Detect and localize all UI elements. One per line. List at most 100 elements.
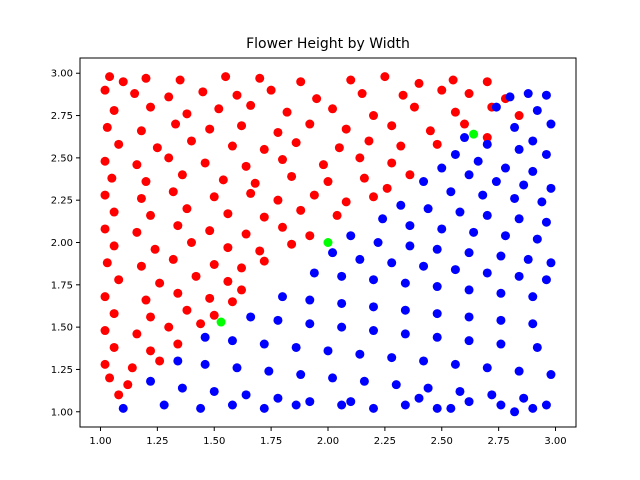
scatter-point: [432, 244, 442, 254]
scatter-point: [528, 319, 538, 329]
scatter-point: [482, 363, 492, 373]
scatter-point: [105, 72, 115, 82]
scatter-point: [232, 90, 242, 100]
scatter-point: [382, 183, 392, 193]
scatter-points: [100, 72, 556, 417]
scatter-point: [173, 221, 183, 231]
scatter-point: [369, 403, 378, 413]
scatter-point: [246, 188, 256, 198]
scatter-point: [150, 244, 160, 254]
scatter-point: [232, 363, 242, 373]
scatter-point: [136, 126, 146, 136]
scatter-point: [205, 293, 215, 303]
scatter-point: [391, 380, 401, 390]
scatter-point: [273, 195, 283, 205]
scatter-point: [164, 92, 174, 102]
scatter-point: [514, 271, 524, 281]
scatter-point: [328, 373, 338, 383]
scatter-point: [400, 329, 410, 339]
scatter-point: [146, 102, 156, 112]
scatter-point: [328, 248, 338, 258]
scatter-point: [378, 214, 388, 224]
scatter-point: [519, 393, 529, 403]
scatter-point: [337, 271, 347, 281]
scatter-point: [541, 275, 551, 285]
scatter-point: [541, 217, 551, 227]
scatter-point: [519, 180, 529, 190]
scatter-point: [173, 288, 183, 298]
scatter-point: [496, 288, 506, 298]
scatter-point: [482, 77, 492, 87]
scatter-point: [414, 78, 424, 88]
scatter-point: [341, 197, 351, 207]
scatter-point: [191, 271, 201, 281]
y-tick-label: 3.00: [51, 69, 73, 80]
scatter-point: [419, 356, 429, 366]
y-tick-label: 2.50: [51, 153, 73, 164]
scatter-point: [419, 261, 429, 271]
scatter-point: [473, 156, 483, 166]
scatter-point: [514, 366, 524, 376]
scatter-point: [107, 173, 117, 183]
x-tick-label: 2.75: [488, 436, 510, 447]
x-tick-label: 1.50: [203, 436, 225, 447]
scatter-point: [209, 192, 219, 202]
scatter-point: [132, 227, 142, 237]
scatter-point: [446, 403, 456, 413]
scatter-point: [177, 383, 187, 393]
scatter-point: [496, 400, 506, 410]
scatter-point: [273, 315, 283, 325]
scatter-point: [464, 312, 474, 322]
scatter-point: [216, 317, 226, 327]
scatter-point: [200, 332, 210, 342]
scatter-point: [109, 309, 119, 319]
scatter-point: [141, 295, 151, 305]
scatter-point: [237, 263, 247, 273]
scatter-point: [114, 275, 124, 285]
scatter-point: [100, 190, 110, 200]
scatter-point: [346, 397, 356, 407]
scatter-point: [259, 256, 269, 266]
scatter-point: [337, 298, 347, 308]
scatter-point: [305, 397, 315, 407]
scatter-point: [334, 143, 344, 153]
scatter-point: [446, 187, 456, 197]
scatter-point: [312, 94, 322, 104]
scatter-point: [127, 363, 137, 373]
scatter-point: [146, 376, 156, 386]
scatter-point: [109, 241, 119, 251]
scatter-point: [455, 386, 465, 396]
scatter-point: [496, 251, 506, 261]
scatter-point: [532, 234, 542, 244]
scatter-point: [305, 319, 315, 329]
scatter-point: [464, 397, 474, 407]
scatter-point: [387, 258, 397, 268]
scatter-point: [364, 136, 374, 146]
scatter-point: [246, 100, 256, 110]
scatter-point: [546, 183, 556, 193]
scatter-point: [198, 87, 208, 97]
scatter-point: [173, 339, 183, 349]
scatter-point: [259, 403, 269, 413]
scatter-point: [205, 124, 215, 134]
scatter-point: [237, 121, 247, 131]
scatter-point: [100, 85, 110, 95]
scatter-point: [496, 315, 506, 325]
scatter-point: [346, 75, 356, 85]
scatter-point: [102, 258, 112, 268]
scatter-point: [346, 231, 356, 241]
scatter-point: [259, 339, 269, 349]
scatter-point: [469, 227, 479, 237]
scatter-point: [296, 205, 306, 215]
scatter-point: [278, 155, 287, 165]
scatter-point: [505, 92, 515, 102]
scatter-point: [155, 356, 165, 366]
scatter-point: [264, 366, 274, 376]
scatter-point: [132, 329, 142, 339]
scatter-point: [241, 161, 251, 171]
scatter-point: [291, 342, 301, 352]
scatter-point: [323, 177, 333, 187]
scatter-point: [168, 187, 178, 197]
scatter-point: [373, 238, 383, 247]
scatter-point: [510, 407, 520, 417]
